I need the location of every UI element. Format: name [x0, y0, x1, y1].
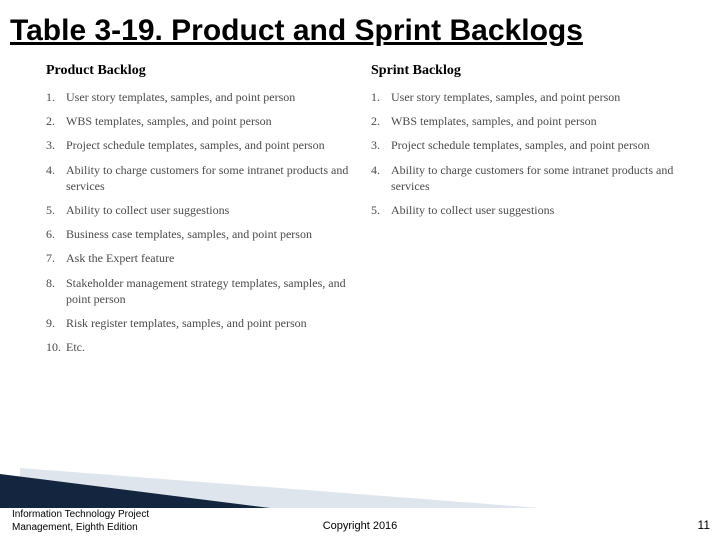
list-item: Stakeholder management strategy template… — [46, 275, 351, 307]
product-backlog-list: User story templates, samples, and point… — [46, 89, 351, 355]
product-backlog-column: Product Backlog User story templates, sa… — [46, 63, 371, 363]
product-backlog-header: Product Backlog — [46, 63, 351, 79]
list-item: Project schedule templates, samples, and… — [46, 137, 351, 153]
list-item: Ask the Expert feature — [46, 250, 351, 266]
sprint-backlog-column: Sprint Backlog User story templates, sam… — [371, 63, 696, 363]
footer-copyright: Copyright 2016 — [0, 520, 720, 532]
list-item: Etc. — [46, 339, 351, 355]
list-item: WBS templates, samples, and point person — [371, 113, 676, 129]
sprint-backlog-header: Sprint Backlog — [371, 63, 676, 79]
list-item: User story templates, samples, and point… — [46, 89, 351, 105]
list-item: Ability to charge customers for some int… — [371, 162, 676, 194]
list-item: User story templates, samples, and point… — [371, 89, 676, 105]
footer-triangle-dark — [0, 474, 270, 508]
slide-number: 11 — [698, 518, 710, 532]
slide: Table 3-19. Product and Sprint Backlogs … — [0, 0, 720, 540]
list-item: Project schedule templates, samples, and… — [371, 137, 676, 153]
slide-title: Table 3-19. Product and Sprint Backlogs — [0, 0, 720, 57]
backlog-table: Product Backlog User story templates, sa… — [0, 57, 720, 363]
list-item: Risk register templates, samples, and po… — [46, 315, 351, 331]
list-item: Ability to charge customers for some int… — [46, 162, 351, 194]
list-item: Ability to collect user suggestions — [371, 202, 676, 218]
list-item: Business case templates, samples, and po… — [46, 226, 351, 242]
list-item: WBS templates, samples, and point person — [46, 113, 351, 129]
footer-decoration — [0, 464, 720, 508]
footer-triangle-light — [20, 468, 540, 508]
list-item: Ability to collect user suggestions — [46, 202, 351, 218]
sprint-backlog-list: User story templates, samples, and point… — [371, 89, 676, 218]
